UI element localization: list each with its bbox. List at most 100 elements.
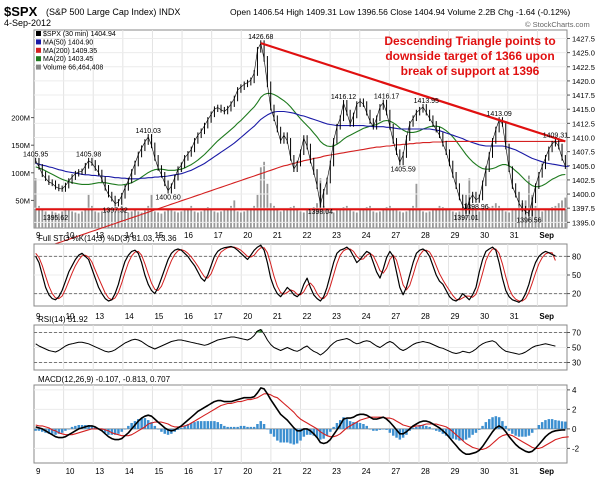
volume-bar	[455, 212, 458, 228]
volume-bar	[210, 210, 213, 228]
volume-bar	[422, 211, 424, 228]
macd-histogram-bar	[190, 423, 193, 429]
x-label-macd: 13	[95, 467, 104, 476]
macd-histogram-bar	[196, 421, 200, 429]
macd-histogram-bar	[279, 428, 282, 443]
legend-label: MA(50) 1404.90	[43, 39, 93, 46]
macd-histogram-bar	[488, 419, 491, 429]
macd-histogram-bar	[153, 425, 157, 429]
price-value-label: 1409.31	[543, 132, 568, 139]
volume-bar	[461, 208, 464, 228]
macd-histogram-bar	[120, 428, 123, 432]
volume-bar	[187, 208, 189, 228]
volume-bar	[352, 211, 355, 228]
macd-histogram-bar	[415, 426, 418, 429]
volume-bar	[124, 210, 126, 228]
volume-bar	[471, 205, 474, 228]
volume-bar	[256, 194, 259, 228]
series-rsi	[35, 329, 556, 356]
volume-bar	[91, 205, 93, 228]
volume-bar	[153, 211, 156, 228]
volume-bar	[494, 203, 497, 228]
price-panel: 50M 100M 150M 200M 1395.0 1397.5 1400.0 1402.5 1…	[11, 29, 595, 252]
volume-bar	[448, 210, 451, 228]
volume-bar	[127, 212, 130, 228]
macd-histogram-bar	[74, 425, 77, 429]
x-label-macd: 31	[510, 467, 519, 476]
price-tick-label: 1422.5	[572, 63, 595, 72]
volume-bar	[157, 212, 160, 228]
macd-histogram-bar	[269, 428, 272, 434]
volume-bar	[359, 210, 362, 228]
volume-bar	[402, 212, 405, 228]
price-value-label: 1413.95	[414, 98, 439, 105]
volume-tick-label: 100M	[11, 169, 30, 178]
x-label-sto: 14	[125, 312, 134, 321]
macd-histogram-bar	[252, 426, 256, 429]
macd-histogram-bar	[550, 419, 554, 429]
macd-histogram-bar	[143, 418, 147, 429]
x-label-sto: Sep	[539, 312, 554, 321]
volume-bar	[243, 211, 246, 228]
volume-bar	[375, 212, 378, 228]
chart-symbol: $SPX	[4, 4, 38, 19]
macd-histogram-bar	[507, 428, 511, 431]
volume-bar	[554, 205, 557, 228]
stochastic-panel: 20 50 80 Full STO %K(14,3) %D(3) 81.03, 73.…	[33, 234, 581, 307]
volume-bar	[236, 211, 239, 228]
macd-tick-label: 0	[572, 425, 577, 434]
macd-histogram-bar	[388, 428, 392, 433]
volume-tick-label: 50M	[15, 196, 30, 205]
legend-label: $SPX (30 min) 1404.94	[43, 31, 116, 38]
series-price	[35, 42, 566, 214]
volume-bar	[435, 208, 438, 228]
volume-bar	[382, 208, 385, 228]
volume-bar	[501, 208, 504, 228]
price-tick-label: 1425.0	[572, 49, 595, 58]
macd-histogram-bar	[259, 421, 262, 429]
volume-bar	[441, 207, 444, 228]
volume-bar	[203, 208, 206, 228]
macd-histogram-bar	[365, 425, 368, 429]
volume-bar	[67, 210, 70, 228]
macd-histogram-bar	[511, 428, 514, 434]
macd-histogram-bar	[478, 428, 481, 430]
volume-bar	[332, 212, 335, 228]
resistance-trendline	[260, 42, 566, 143]
volume-bar	[316, 203, 318, 228]
macd-histogram-bar	[110, 428, 114, 435]
x-label-macd: 23	[332, 467, 341, 476]
macd-histogram-bar	[156, 428, 160, 430]
volume-bar	[537, 208, 540, 228]
macd-histogram-bar	[418, 425, 421, 429]
x-label-price: 16	[184, 231, 193, 240]
macd-histogram-bar	[392, 428, 395, 436]
series-ma-50-	[35, 110, 569, 180]
macd-histogram-bar	[209, 421, 213, 429]
volume-bar	[213, 211, 216, 228]
macd-histogram-bar	[481, 425, 484, 429]
x-label-macd: 10	[66, 467, 75, 476]
macd-histogram-bar	[57, 428, 61, 434]
price-value-label: 1405.98	[76, 152, 101, 159]
macd-histogram-bar	[531, 428, 534, 433]
x-label-price: 28	[421, 231, 430, 240]
macd-histogram-bar	[425, 425, 428, 429]
volume-bar	[97, 212, 100, 228]
volume-bar	[365, 207, 368, 228]
volume-bar	[405, 211, 408, 228]
volume-bar	[521, 203, 524, 228]
volume-bar	[71, 211, 74, 228]
volume-bar	[481, 210, 484, 228]
volume-bar	[180, 211, 183, 228]
macd-histogram-bar	[435, 428, 438, 431]
price-tick-label: 1407.5	[572, 148, 595, 157]
macd-histogram-bar	[87, 425, 90, 429]
macd-histogram-bar	[176, 428, 180, 430]
volume-bar	[84, 208, 87, 228]
x-label-macd: 22	[303, 467, 312, 476]
x-label-macd: 24	[362, 467, 371, 476]
macd-histogram-bar	[77, 425, 80, 429]
volume-bar	[163, 211, 166, 228]
price-tick-label: 1427.5	[572, 34, 595, 43]
